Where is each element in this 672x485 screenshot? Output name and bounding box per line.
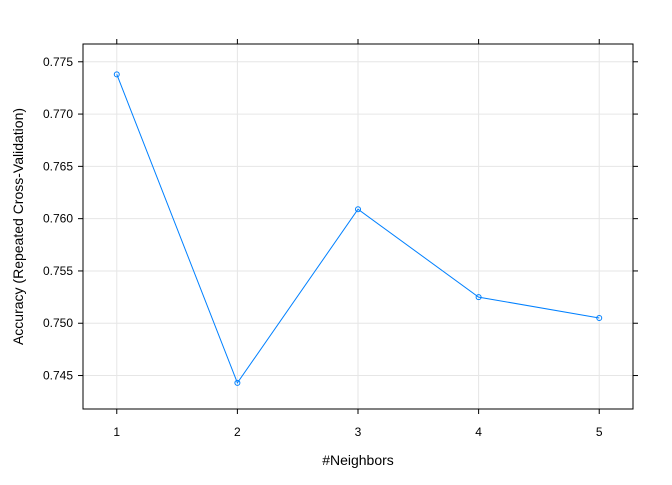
data-point [355,206,361,213]
series-layer [113,71,603,386]
y-tick-label: 0.745 [43,369,73,383]
x-tick-label: 4 [475,425,482,439]
grid-layer [83,44,633,409]
x-tick-label: 1 [113,425,120,439]
y-tick-label: 0.755 [43,264,73,278]
y-tick-label: 0.775 [43,55,73,69]
data-point [234,379,241,386]
y-tick-label: 0.750 [43,316,73,330]
y-tick-label: 0.760 [43,212,73,226]
ticks-layer [78,39,638,414]
x-axis-title: #Neighbors [322,452,394,468]
y-axis-title: Accuracy (Repeated Cross-Validation) [10,108,26,345]
y-tick-label: 0.765 [43,159,73,173]
x-tick-label: 3 [355,425,362,439]
data-point [475,294,482,301]
data-point [596,315,603,322]
x-tick-label: 2 [234,425,241,439]
series-line [116,74,600,384]
x-tick-label: 5 [596,425,603,439]
tick-labels-layer: 1 2 3 4 5 0.745 0.750 0.755 0.760 0.765 0.770 0.775 [43,55,603,439]
y-tick-label: 0.770 [43,107,73,121]
data-point [113,71,120,78]
